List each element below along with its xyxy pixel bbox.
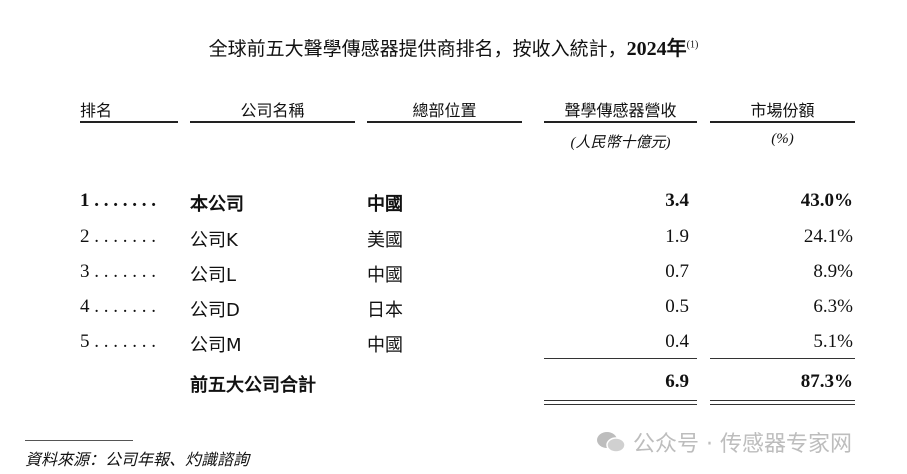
header-hq: 總部位置 bbox=[412, 101, 477, 120]
row-share: 6.3% bbox=[813, 296, 853, 317]
row-hq: 中國 bbox=[367, 265, 403, 286]
row-company: 公司D bbox=[190, 300, 240, 321]
total-revenue: 6.9 bbox=[665, 371, 689, 392]
total-share: 87.3% bbox=[800, 371, 853, 392]
row-share: 43.0% bbox=[800, 190, 853, 211]
row-hq: 中國 bbox=[367, 335, 403, 356]
unit-revenue: (人民幣十億元) bbox=[570, 135, 671, 151]
row-hq: 日本 bbox=[367, 300, 403, 321]
row-rank: 5 . . . . . . . bbox=[80, 331, 156, 352]
row-company: 公司K bbox=[190, 230, 238, 251]
row-share: 24.1% bbox=[803, 226, 853, 247]
footnote-rule bbox=[25, 440, 133, 441]
header-rule bbox=[367, 121, 522, 123]
wechat-icon bbox=[597, 432, 626, 453]
header-company: 公司名稱 bbox=[240, 101, 305, 120]
row-revenue: 0.4 bbox=[665, 331, 689, 352]
row-rank: 2 . . . . . . . bbox=[80, 226, 156, 247]
row-company: 本公司 bbox=[190, 194, 244, 215]
row-revenue: 1.9 bbox=[665, 226, 689, 247]
row-company: 公司M bbox=[190, 335, 242, 356]
source-note: 資料來源：公司年報、灼識諮詢 bbox=[25, 450, 250, 469]
row-revenue: 0.7 bbox=[665, 261, 689, 282]
row-rank: 1 . . . . . . . bbox=[80, 190, 156, 211]
row-revenue: 3.4 bbox=[665, 190, 689, 211]
header-rule bbox=[80, 121, 178, 123]
row-share: 8.9% bbox=[813, 261, 853, 282]
header-rule bbox=[544, 121, 697, 123]
header-rule bbox=[190, 121, 355, 123]
row-revenue: 0.5 bbox=[665, 296, 689, 317]
total-double-rule bbox=[710, 404, 855, 405]
watermark: 公众号 · 传感器专家网 bbox=[596, 426, 852, 458]
unit-share: (%) bbox=[771, 131, 794, 147]
header-revenue: 聲學傳感器營收 bbox=[564, 101, 677, 120]
subtotal-rule bbox=[544, 358, 697, 359]
row-share: 5.1% bbox=[813, 331, 853, 352]
total-label: 前五大公司合計 bbox=[190, 375, 316, 396]
row-company: 公司L bbox=[190, 265, 237, 286]
total-double-rule bbox=[544, 404, 697, 405]
subtotal-rule bbox=[710, 358, 855, 359]
header-rule bbox=[710, 121, 855, 123]
row-hq: 美國 bbox=[367, 230, 403, 251]
row-rank: 3 . . . . . . . bbox=[80, 261, 156, 282]
row-hq: 中國 bbox=[367, 194, 403, 215]
total-double-rule bbox=[544, 400, 697, 401]
table-title: 全球前五大聲學傳感器提供商排名，按收入統計，2024年(1) bbox=[208, 38, 699, 60]
header-share: 市場份額 bbox=[750, 101, 815, 120]
header-rank: 排名 bbox=[80, 101, 113, 120]
row-rank: 4 . . . . . . . bbox=[80, 296, 156, 317]
total-double-rule bbox=[710, 400, 855, 401]
